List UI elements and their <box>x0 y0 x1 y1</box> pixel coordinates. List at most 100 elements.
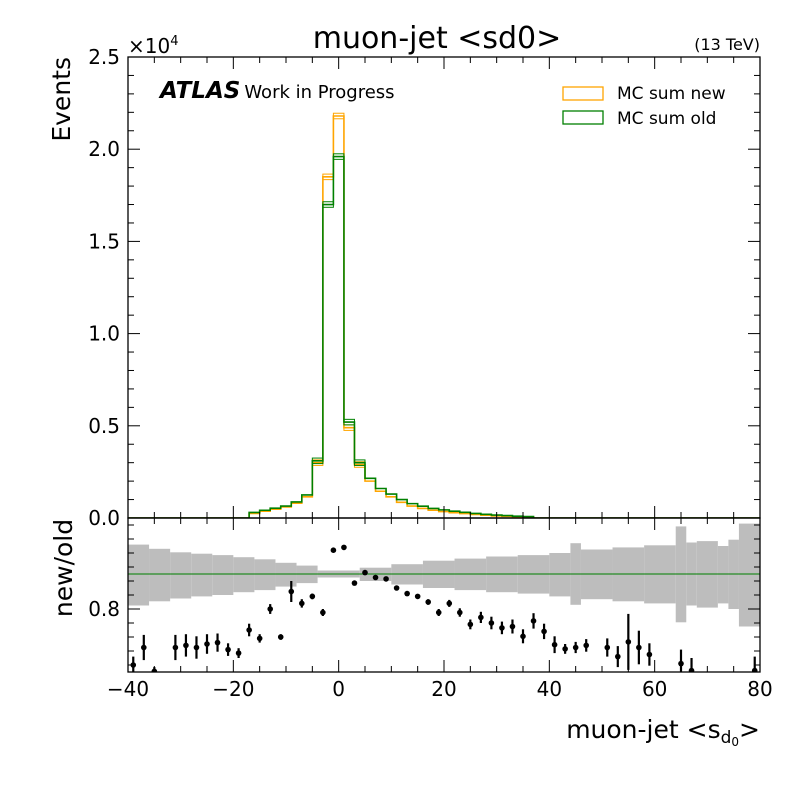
x-axis-label-sub: d <box>721 728 732 748</box>
ratio-band-segment <box>275 562 297 587</box>
main-plot-data <box>128 112 760 518</box>
ratio-point <box>193 644 200 651</box>
ratio-point <box>141 644 147 651</box>
atlas-label: ATLAS Work in Progress <box>158 78 395 104</box>
ratio-point <box>488 620 495 626</box>
ratio-band-segment <box>170 552 192 599</box>
ratio-band-segment <box>191 553 213 597</box>
ratio-point <box>688 667 695 672</box>
ratio-point <box>299 600 305 607</box>
histogram-series-old <box>128 155 760 518</box>
ratio-point <box>435 609 442 616</box>
energy-label: (13 TeV) <box>694 35 760 54</box>
y-tick-label-main: 0.0 <box>88 506 120 530</box>
x-tick-label: 20 <box>431 677 456 701</box>
experiment-name: ATLAS <box>158 78 240 104</box>
x-tick-label: −40 <box>107 677 149 701</box>
ratio-point <box>425 599 432 605</box>
legend-swatch-new <box>562 86 604 101</box>
ratio-band-segment <box>128 544 150 606</box>
experiment-note: Work in Progress <box>244 82 394 103</box>
y-axis-label-main: Events <box>47 57 76 142</box>
ratio-points <box>130 544 758 672</box>
ratio-point <box>214 639 221 646</box>
histogram-error-box <box>343 418 355 426</box>
histogram-error-box <box>322 201 334 208</box>
y-axis-label-ratio: new/old <box>49 519 78 617</box>
ratio-point <box>393 585 400 591</box>
x-tick-label: 60 <box>642 677 667 701</box>
ratio-point <box>235 650 242 656</box>
x-tick-label: 40 <box>537 677 562 701</box>
ratio-band-segment <box>738 523 760 627</box>
ratio-point <box>277 634 284 640</box>
histogram-error-box <box>332 112 345 120</box>
ratio-point <box>446 600 453 607</box>
ratio-point <box>478 614 484 621</box>
histogram-error-box <box>311 457 324 465</box>
ratio-band-segment <box>233 557 255 593</box>
ratio-band-segment <box>149 548 171 602</box>
ratio-uncertainty-band <box>128 523 760 627</box>
ratio-point <box>646 651 653 658</box>
x-axis-label-main: muon-jet <s <box>566 715 720 744</box>
histogram-error-box <box>332 153 345 160</box>
x-tick-label: −20 <box>212 677 254 701</box>
x-tick-label: 0 <box>332 677 345 701</box>
ratio-point <box>256 635 263 642</box>
ratio-point <box>309 593 316 600</box>
ratio-point <box>383 576 389 582</box>
legend-label-old: MC sum old <box>617 109 716 129</box>
y-axis-multiplier: ×104 <box>128 34 179 58</box>
chart-title: muon-jet <sd0> <box>313 21 562 56</box>
ratio-point <box>604 644 611 651</box>
y-tick-label-main: 2.5 <box>88 45 120 69</box>
ratio-point <box>404 590 410 597</box>
legend-label-new: MC sum new <box>617 84 726 104</box>
ratio-point <box>225 646 231 653</box>
histogram-series-new <box>128 115 760 518</box>
ratio-point <box>541 628 547 635</box>
ratio-point <box>499 625 505 631</box>
ratio-point <box>530 618 537 624</box>
ratio-point <box>267 606 274 612</box>
ratio-point <box>351 580 358 586</box>
ratio-point <box>320 609 326 616</box>
ratio-point <box>509 623 516 630</box>
ratio-point <box>341 544 347 551</box>
ratio-point <box>625 639 632 645</box>
ratio-point <box>615 653 621 660</box>
ratio-panel-frame <box>127 517 761 673</box>
ratio-point <box>183 642 189 649</box>
ratio-point <box>636 644 642 651</box>
legend-swatch-old <box>562 110 604 125</box>
y-tick-label-main: 1.5 <box>88 229 120 253</box>
ratio-point <box>414 593 421 600</box>
y-multiplier-base: ×10 <box>128 34 170 58</box>
x-tick-label: 80 <box>747 677 772 701</box>
ratio-point <box>751 667 758 672</box>
ratio-point <box>583 642 589 649</box>
ratio-point <box>520 633 526 640</box>
ratio-point <box>362 569 368 576</box>
ratio-point <box>572 644 579 651</box>
ratio-band-segment <box>717 546 729 604</box>
ratio-point <box>372 574 379 581</box>
legend: MC sum new MC sum old <box>562 84 726 129</box>
x-axis-label-close: > <box>739 715 760 744</box>
ratio-band-segment <box>549 553 571 597</box>
ratio-point <box>678 660 684 667</box>
ratio-point <box>172 644 179 651</box>
y-tick-label-main: 0.5 <box>88 414 120 438</box>
y-tick-label-ratio: 0.8 <box>88 597 120 621</box>
y-tick-label-main: 1.0 <box>88 322 120 346</box>
y-multiplier-exponent: 4 <box>170 34 178 49</box>
tick-labels: −40 −20 0 20 40 60 80 0.0 0.5 1.0 1.5 2.0 2.5 0.8 <box>88 45 773 701</box>
x-axis-label-subsub: 0 <box>731 735 739 749</box>
ratio-point <box>562 646 568 652</box>
histogram-error-box <box>353 459 366 466</box>
x-axis-label: muon-jet <sd0> <box>566 715 760 749</box>
ratio-point <box>288 588 295 595</box>
ratio-point <box>246 627 252 633</box>
